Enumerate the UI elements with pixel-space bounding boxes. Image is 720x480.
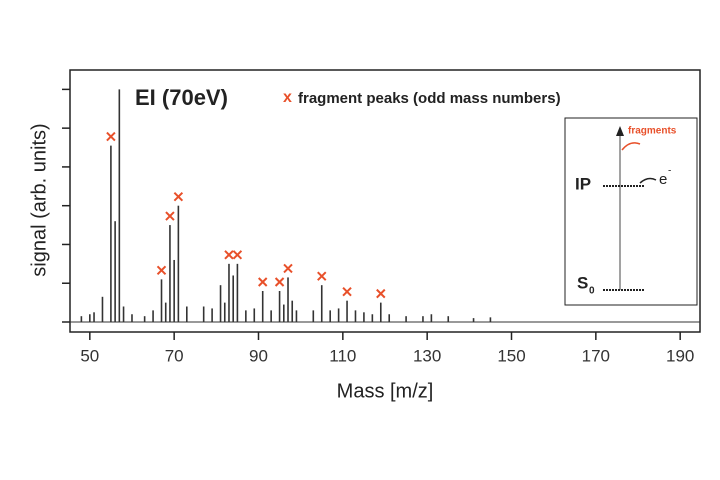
x-tick-label: 170 xyxy=(582,346,610,365)
legend-label: fragment peaks (odd mass numbers) xyxy=(298,90,561,107)
x-tick-label: 190 xyxy=(666,346,694,365)
fragment-marker xyxy=(258,277,268,287)
chart-title: EI (70eV) xyxy=(135,85,228,110)
electron-arrow xyxy=(639,177,657,184)
x-tick-label: 50 xyxy=(80,346,99,365)
x-tick-label: 90 xyxy=(249,346,268,365)
fragment-arrow xyxy=(621,142,641,151)
plot-frame xyxy=(69,69,701,333)
x-tick-label: 70 xyxy=(165,346,184,365)
fragment-marker xyxy=(376,288,386,299)
fragment-marker xyxy=(342,286,352,297)
inset-electron: e xyxy=(659,171,667,188)
inset-ground: S xyxy=(577,273,588,292)
fragment-marker xyxy=(173,191,184,202)
fragment-marker xyxy=(274,277,285,287)
x-axis-label: Mass [m/z] xyxy=(337,380,434,402)
inset-ground-index: 0 xyxy=(589,286,595,297)
fragment-marker xyxy=(283,263,293,274)
x-tick-label: 110 xyxy=(329,346,356,365)
legend-marker: x xyxy=(283,89,292,106)
fragment-marker xyxy=(317,271,327,281)
x-tick-label: 130 xyxy=(413,346,441,365)
fragment-marker xyxy=(106,131,116,142)
fragment-marker xyxy=(224,250,234,260)
inset-arrowhead xyxy=(616,126,624,136)
x-tick-label: 150 xyxy=(497,346,525,365)
y-axis-label: signal (arb. units) xyxy=(28,123,50,276)
inset-fragments: fragments xyxy=(628,126,677,137)
inset-frame xyxy=(564,117,698,306)
inset-electron-charge: - xyxy=(668,166,671,177)
fragment-marker xyxy=(165,211,175,221)
fragment-marker xyxy=(156,265,167,276)
fragment-marker xyxy=(232,250,243,260)
inset-ip: IP xyxy=(575,174,591,193)
inset: fragments IP e - S 0 xyxy=(564,117,698,306)
